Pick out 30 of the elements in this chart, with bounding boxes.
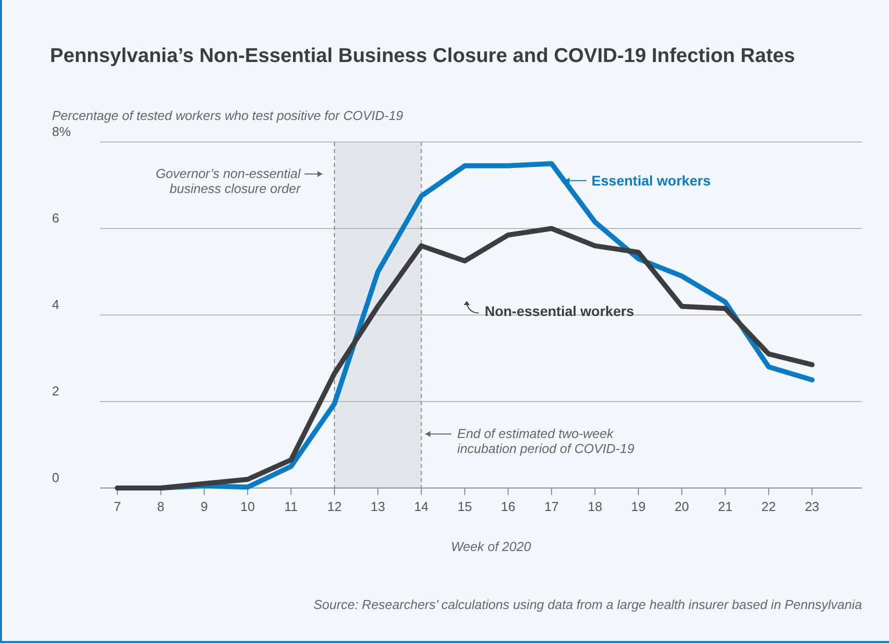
y-tick-label: 2 [52, 384, 60, 398]
x-tick-label: 14 [414, 499, 429, 514]
y-axis-title: Percentage of tested workers who test positive for COVID-19 [52, 108, 404, 123]
x-tick-label: 10 [240, 499, 255, 514]
y-tick-label: 6 [52, 210, 60, 226]
x-tick-label: 21 [718, 499, 732, 514]
x-axis-title: Week of 2020 [451, 539, 532, 554]
source-note: Source: Researchers’ calculations using data from a large health insurer based in Pennsylvania [314, 597, 862, 612]
ref-line-label: End of estimated two-week incubation period of COVID-19 [457, 426, 634, 456]
y-tick-label: 0 [52, 470, 60, 485]
y-tick-label: 8% [52, 124, 72, 139]
x-tick-label: 11 [284, 499, 298, 514]
x-tick-label: 18 [588, 499, 602, 514]
x-tick-label: 13 [370, 499, 386, 514]
ref-line-label: Governor’s non-essential business closure order [156, 166, 302, 196]
x-tick-label: 17 [544, 499, 559, 514]
chart-title: Pennsylvania’s Non-Essential Business Closure and COVID-19 Infection Rates [50, 45, 796, 67]
x-tick-label: 19 [631, 499, 646, 514]
x-tick-label: 9 [200, 499, 208, 514]
y-tick-label: 4 [52, 297, 60, 312]
x-tick-label: 23 [804, 499, 820, 514]
legend-label: Non-essential workers [484, 302, 634, 319]
x-tick-label: 16 [500, 499, 516, 514]
legend-label: Essential workers [592, 172, 711, 189]
x-tick-label: 22 [761, 499, 776, 514]
x-tick-label: 12 [327, 499, 342, 514]
x-tick-label: 20 [674, 499, 690, 514]
x-tick-label: 7 [114, 499, 121, 514]
x-tick-label: 8 [157, 499, 164, 514]
x-tick-label: 15 [457, 499, 472, 514]
